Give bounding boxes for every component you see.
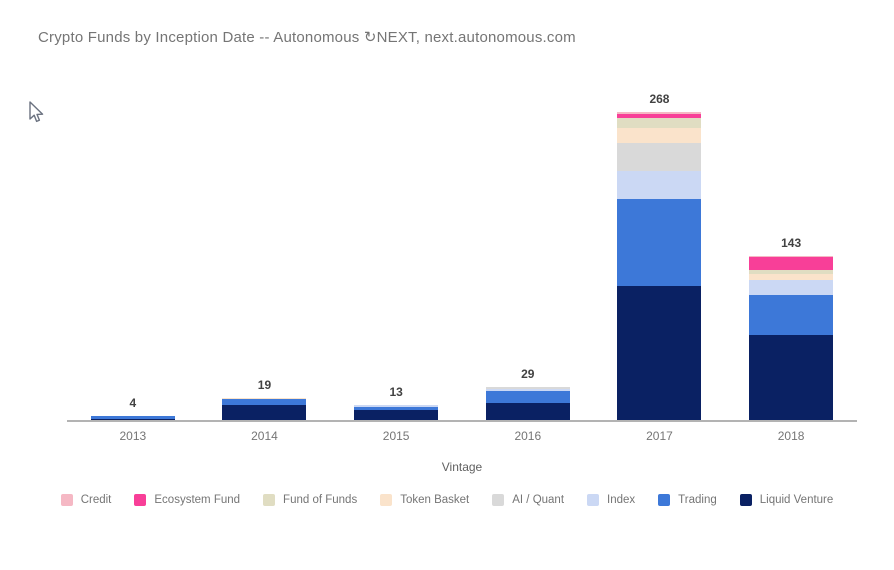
bar-slot-2013: 4 xyxy=(67,80,198,420)
segment-trading-2014[interactable] xyxy=(222,399,307,406)
bar-slot-2015: 13 xyxy=(331,80,462,420)
segment-token-basket-2017[interactable] xyxy=(617,128,702,144)
bar-total-label-2014: 19 xyxy=(257,378,272,393)
legend: Credit Ecosystem Fund Fund of Funds Token B… xyxy=(0,494,894,506)
bar-slot-2016: 29 xyxy=(462,80,593,420)
chart-title: Crypto Funds by Inception Date -- Autono… xyxy=(38,29,576,46)
legend-swatch-token-basket xyxy=(380,494,393,506)
x-axis-ticks: 2013 2014 2015 2016 2017 2018 xyxy=(67,429,857,443)
legend-item-fund-of-funds[interactable]: Fund of Funds xyxy=(263,494,357,506)
bar-total-label-2017: 268 xyxy=(649,92,670,107)
legend-item-ecosystem-fund[interactable]: Ecosystem Fund xyxy=(134,494,240,506)
legend-swatch-ai-quant xyxy=(492,494,505,506)
segment-liquid-venture-2016[interactable] xyxy=(485,402,570,420)
legend-swatch-ecosystem-fund xyxy=(134,494,147,506)
bar-total-label-2018: 143 xyxy=(781,235,802,250)
legend-item-index[interactable]: Index xyxy=(587,494,635,506)
segment-ai-quant-2016[interactable] xyxy=(485,386,570,390)
segment-credit-2017[interactable] xyxy=(617,112,702,115)
legend-swatch-trading xyxy=(658,494,671,506)
segment-liquid-venture-2014[interactable] xyxy=(222,405,307,420)
bar-total-label-2013: 4 xyxy=(129,395,137,410)
legend-label-trading: Trading xyxy=(678,494,717,506)
segment-index-2016[interactable] xyxy=(485,389,570,392)
legend-item-ai-quant[interactable]: AI / Quant xyxy=(492,494,564,506)
bar-slot-2018: 143 xyxy=(726,80,857,420)
segment-index-2017[interactable] xyxy=(617,170,702,200)
segment-trading-2013[interactable] xyxy=(90,415,175,419)
bar-total-label-2016: 29 xyxy=(521,366,535,381)
x-tick-2013: 2013 xyxy=(119,429,147,443)
bar-2014[interactable] xyxy=(222,398,307,420)
bar-slot-2014: 19 xyxy=(199,80,330,420)
legend-label-ai-quant: AI / Quant xyxy=(512,494,565,506)
segment-trading-2017[interactable] xyxy=(617,199,702,286)
legend-item-credit[interactable]: Credit xyxy=(60,494,112,506)
legend-swatch-liquid-venture xyxy=(739,494,752,506)
x-axis-title: Vintage xyxy=(441,460,483,474)
segment-ai-quant-2017[interactable] xyxy=(617,143,702,171)
segment-trading-2016[interactable] xyxy=(485,391,570,403)
legend-item-liquid-venture[interactable]: Liquid Venture xyxy=(739,494,834,506)
segment-liquid-venture-2015[interactable] xyxy=(354,409,439,420)
segment-index-2015[interactable] xyxy=(354,405,439,408)
bar-2017[interactable] xyxy=(617,112,702,420)
legend-label-token-basket: Token Basket xyxy=(400,494,470,506)
x-tick-2017: 2017 xyxy=(646,429,673,443)
legend-label-credit: Credit xyxy=(80,494,112,506)
bar-2018[interactable] xyxy=(749,255,834,420)
segment-fund-of-funds-2017[interactable] xyxy=(617,117,702,129)
x-tick-2014: 2014 xyxy=(251,429,278,443)
bar-total-label-2015: 13 xyxy=(389,385,403,400)
segment-trading-2015[interactable] xyxy=(354,407,439,410)
segment-token-basket-2018[interactable] xyxy=(749,274,834,280)
bar-2013[interactable] xyxy=(90,415,175,420)
segment-token-basket-2014[interactable] xyxy=(222,398,307,400)
segment-ecosystem-fund-2017[interactable] xyxy=(617,114,702,118)
plot-area: 4 19 13 29 268 143 xyxy=(67,80,857,422)
segment-liquid-venture-2017[interactable] xyxy=(617,285,702,420)
legend-item-token-basket[interactable]: Token Basket xyxy=(380,494,469,506)
segment-credit-2018[interactable] xyxy=(749,255,834,258)
legend-label-index: Index xyxy=(607,494,636,506)
legend-swatch-index xyxy=(587,494,600,506)
segment-liquid-venture-2018[interactable] xyxy=(749,335,834,420)
legend-swatch-fund-of-funds xyxy=(263,494,276,506)
bar-2016[interactable] xyxy=(485,386,570,420)
legend-label-liquid-venture: Liquid Venture xyxy=(759,494,834,506)
x-tick-2018: 2018 xyxy=(777,429,805,443)
legend-label-fund-of-funds: Fund of Funds xyxy=(283,494,358,506)
legend-item-trading[interactable]: Trading xyxy=(658,494,717,506)
segment-index-2018[interactable] xyxy=(749,279,834,295)
legend-label-ecosystem-fund: Ecosystem Fund xyxy=(154,494,241,506)
segment-liquid-venture-2013[interactable] xyxy=(90,418,175,420)
segment-ecosystem-fund-2018[interactable] xyxy=(749,257,834,270)
mouse-cursor-icon xyxy=(29,101,44,123)
x-tick-2016: 2016 xyxy=(514,429,542,443)
segment-trading-2018[interactable] xyxy=(749,294,834,335)
bar-2015[interactable] xyxy=(354,405,439,420)
bar-slot-2017: 268 xyxy=(594,80,725,420)
legend-swatch-credit xyxy=(60,494,73,506)
segment-fund-of-funds-2018[interactable] xyxy=(749,269,834,275)
x-tick-2015: 2015 xyxy=(382,429,410,443)
